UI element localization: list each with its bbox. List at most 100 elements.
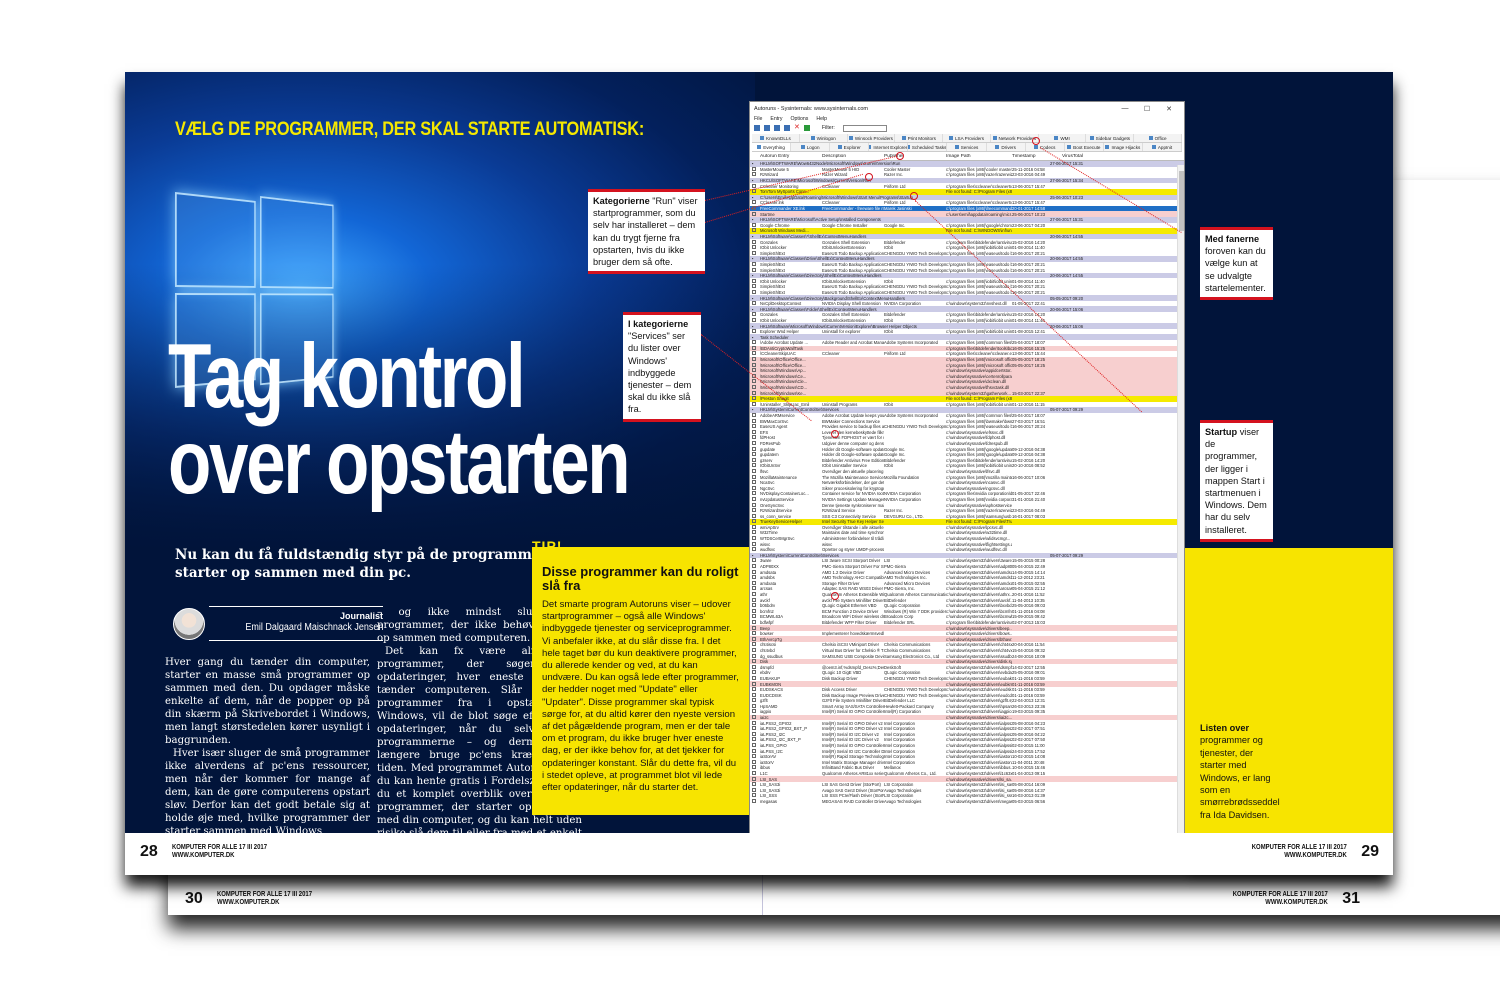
group-row[interactable]: ▪ Task Scheduler xyxy=(750,334,1184,340)
table-row[interactable]: AdobeARMservice Adobe Acrobat Update keep… xyxy=(750,413,1184,419)
table-row[interactable]: ebdrv QLogic 10 GigE VBD QLogic Corporatio… xyxy=(750,670,1184,676)
table-row[interactable]: W32Time Maintains date and time synchroni… xyxy=(750,530,1184,536)
enable-checkbox[interactable] xyxy=(752,670,756,675)
table-row[interactable]: \Microsoft\Windows\Ke... c:\windows\syste… xyxy=(750,390,1184,396)
enable-checkbox[interactable] xyxy=(752,771,756,776)
enable-checkbox[interactable] xyxy=(752,357,756,362)
enable-checkbox[interactable] xyxy=(752,793,756,798)
table-row[interactable]: TomTom MySports Conn... File not found: C… xyxy=(750,188,1184,195)
table-row[interactable]: Microsoft Windows Medi... File not found:… xyxy=(750,228,1184,234)
enable-checkbox[interactable] xyxy=(752,586,756,591)
enable-checkbox[interactable] xyxy=(752,228,756,233)
group-row[interactable]: ▪ HKLM\Software\Microsoft\Windows\Current… xyxy=(750,323,1184,329)
table-row[interactable]: EFS Leverer den kernebeskyttede filkrypt.… xyxy=(750,429,1184,436)
properties-icon[interactable] xyxy=(784,125,790,131)
enable-checkbox[interactable] xyxy=(752,547,756,552)
table-row[interactable]: NcaSvc Netværksforbindelser, der gør det … xyxy=(750,480,1184,486)
col-timestamp[interactable]: Timestamp xyxy=(1012,154,1036,159)
enable-checkbox[interactable] xyxy=(752,519,756,524)
enable-checkbox[interactable] xyxy=(752,720,756,725)
enable-checkbox[interactable] xyxy=(752,597,756,602)
enable-checkbox[interactable] xyxy=(752,396,756,401)
table-row[interactable]: gzflt GzFlt File System Minifilter Driver… xyxy=(750,698,1184,704)
col-image-path[interactable]: Image Path xyxy=(946,154,971,159)
enable-checkbox[interactable] xyxy=(752,631,756,636)
enable-checkbox[interactable] xyxy=(752,211,756,216)
enable-checkbox[interactable] xyxy=(752,536,756,541)
enable-checkbox[interactable] xyxy=(752,183,756,188)
table-row[interactable]: RzWizard Razer Wizard Razer Inc. c:\program… xyxy=(750,172,1184,178)
table-row[interactable]: WTDSCertMgrSvc Administrerer forbindelser… xyxy=(750,536,1184,542)
enable-checkbox[interactable] xyxy=(752,703,756,708)
table-row[interactable]: TrueKeyServiceHelper Intel Security True … xyxy=(750,519,1184,525)
enable-checkbox[interactable] xyxy=(752,709,756,714)
enable-checkbox[interactable] xyxy=(752,496,756,501)
enable-checkbox[interactable] xyxy=(752,362,756,367)
table-row[interactable]: FDResPub Udgiver denne computer og dens r… xyxy=(750,440,1184,447)
find-icon[interactable] xyxy=(774,125,780,131)
table-row[interactable]: b06bdrv QLogic Gigabit Ethernet VBD QLogic… xyxy=(750,603,1184,609)
tab-winlogon[interactable]: Winlogon xyxy=(799,134,848,142)
table-row[interactable]: amdxata Storage Filter Driver Advanced Mic… xyxy=(750,580,1184,587)
enable-checkbox[interactable] xyxy=(752,222,756,227)
table-row[interactable]: IObitUnSvr IObit Uninstaller Service IObit… xyxy=(750,463,1184,469)
enable-checkbox[interactable] xyxy=(752,418,756,423)
maximize-button[interactable]: ☐ xyxy=(1143,105,1151,113)
table-row[interactable]: athr Qualcomm Atheros Extensible Wirele..… xyxy=(750,592,1184,598)
table-row[interactable]: LSI_SAS3i LSI SAS Gen3 Driver (StorPort) L… xyxy=(750,782,1184,788)
table-row[interactable]: OneSyncSvc Denne tjeneste synkroniserer m… xyxy=(750,502,1184,508)
enable-checkbox[interactable] xyxy=(752,200,756,205)
table-row[interactable]: wmiApSrv Overvåger tilstande i alle aktue… xyxy=(750,524,1184,531)
table-row[interactable]: iagpio Intel(R) Serial IO GPIO Controller… xyxy=(750,709,1184,715)
enable-checkbox[interactable] xyxy=(752,619,756,624)
col-autorun-entry[interactable]: Autorun Entry xyxy=(760,154,790,159)
table-row[interactable]: bcmfn2 BCM Function 2 Device Driver Window… xyxy=(750,608,1184,615)
enable-checkbox[interactable] xyxy=(752,564,756,569)
enable-checkbox[interactable] xyxy=(752,687,756,692)
table-row[interactable]: dsmpfd @oem3.inf,%dsmpfd_Desc%;Desk Sof..… xyxy=(750,664,1184,670)
enable-checkbox[interactable] xyxy=(752,569,756,574)
table-row[interactable]: Gonzales Gonzales Shell Extension Bitdefen… xyxy=(750,239,1184,245)
enable-checkbox[interactable] xyxy=(752,284,756,289)
table-row[interactable]: 3ware LSI 3ware SCSI Storport Driver LSI c:… xyxy=(750,558,1184,564)
col-virustotal[interactable]: VirusTotal xyxy=(1062,154,1083,159)
vertical-scrollbar[interactable] xyxy=(1177,165,1184,875)
table-row[interactable]: SimpleShlExt EaseUS Todo Backup Applicati… xyxy=(750,284,1184,290)
table-row[interactable]: fdPHost Tjenesten FDPHOST er vært for udb… xyxy=(750,435,1184,441)
enable-checkbox[interactable] xyxy=(752,289,756,294)
table-row[interactable]: Google Chrome Google Chrome Installer Goog… xyxy=(750,222,1184,229)
enable-checkbox[interactable] xyxy=(752,446,756,451)
table-row[interactable]: Explorer Wnd Helper Uninstall for explore… xyxy=(750,329,1184,335)
enable-checkbox[interactable] xyxy=(752,575,756,580)
tab-wmi[interactable]: WMI xyxy=(1038,134,1087,142)
table-row[interactable]: SimpleShlExt EaseUS Todo Backup Applicati… xyxy=(750,250,1184,257)
enable-checkbox[interactable] xyxy=(752,530,756,535)
enable-checkbox[interactable] xyxy=(752,452,756,457)
tab-sidebar-gadgets[interactable]: Sidebar Gadgets xyxy=(1086,134,1135,142)
enable-checkbox[interactable] xyxy=(752,424,756,429)
table-row[interactable]: \BDAntiCryptoWallTask c:\program files\bi… xyxy=(750,345,1184,352)
col-publisher[interactable]: Publisher xyxy=(884,154,904,159)
table-row[interactable]: gzserv Bitdefender Antivirus Free Edition… xyxy=(750,457,1184,463)
group-row[interactable]: ▪ HKLM\System\CurrentControlSet\Services 0… xyxy=(750,552,1184,559)
tab-winsock-providers[interactable]: Winsock Providers xyxy=(847,134,896,142)
table-row[interactable]: Disk c:\windows\sysnative\drivers\disk.sy… xyxy=(750,658,1184,665)
table-row[interactable]: NvCplDesktopContext NVIDIA Display Shell … xyxy=(750,301,1184,307)
tab-services[interactable]: Services xyxy=(947,143,987,151)
table-row[interactable]: SimpleShlExt EaseUS Todo Backup Applicati… xyxy=(750,289,1184,296)
enable-checkbox[interactable] xyxy=(752,524,756,529)
enable-checkbox[interactable] xyxy=(752,413,756,418)
table-row[interactable]: EUBAKUP Disk Backup Driver CHENGDU YIWO Te… xyxy=(750,675,1184,682)
table-row[interactable]: \Microsoft\Windows\Ap... c:\windows\sysna… xyxy=(750,367,1184,374)
table-row[interactable]: \CCleanerSkipUAC CCleaner Piriform Ltd c:\p… xyxy=(750,351,1184,357)
tab-image-hijacks[interactable]: Image Hijacks xyxy=(1103,143,1143,151)
table-row[interactable]: \Microsoft\Windows\Ce... c:\windows\sysna… xyxy=(750,373,1184,380)
table-row[interactable]: LSI_SSS LSI SSS PCIe/Flash Driver (StorPo… xyxy=(750,793,1184,799)
group-row[interactable]: ▪ HKLM\Software\Classes\*\ShellEx\Context… xyxy=(750,233,1184,240)
table-row[interactable]: \Uninstaller_SkipUac_Emil Uninstall Progr… xyxy=(750,401,1184,408)
enable-checkbox[interactable] xyxy=(752,681,756,686)
table-row[interactable]: CCleaner Monitoring CCleaner Piriform Ltd c… xyxy=(750,183,1184,189)
tab-everything[interactable]: Everything xyxy=(752,143,792,151)
delete-icon[interactable]: ✕ xyxy=(794,124,800,131)
refresh-icon[interactable] xyxy=(764,125,770,131)
